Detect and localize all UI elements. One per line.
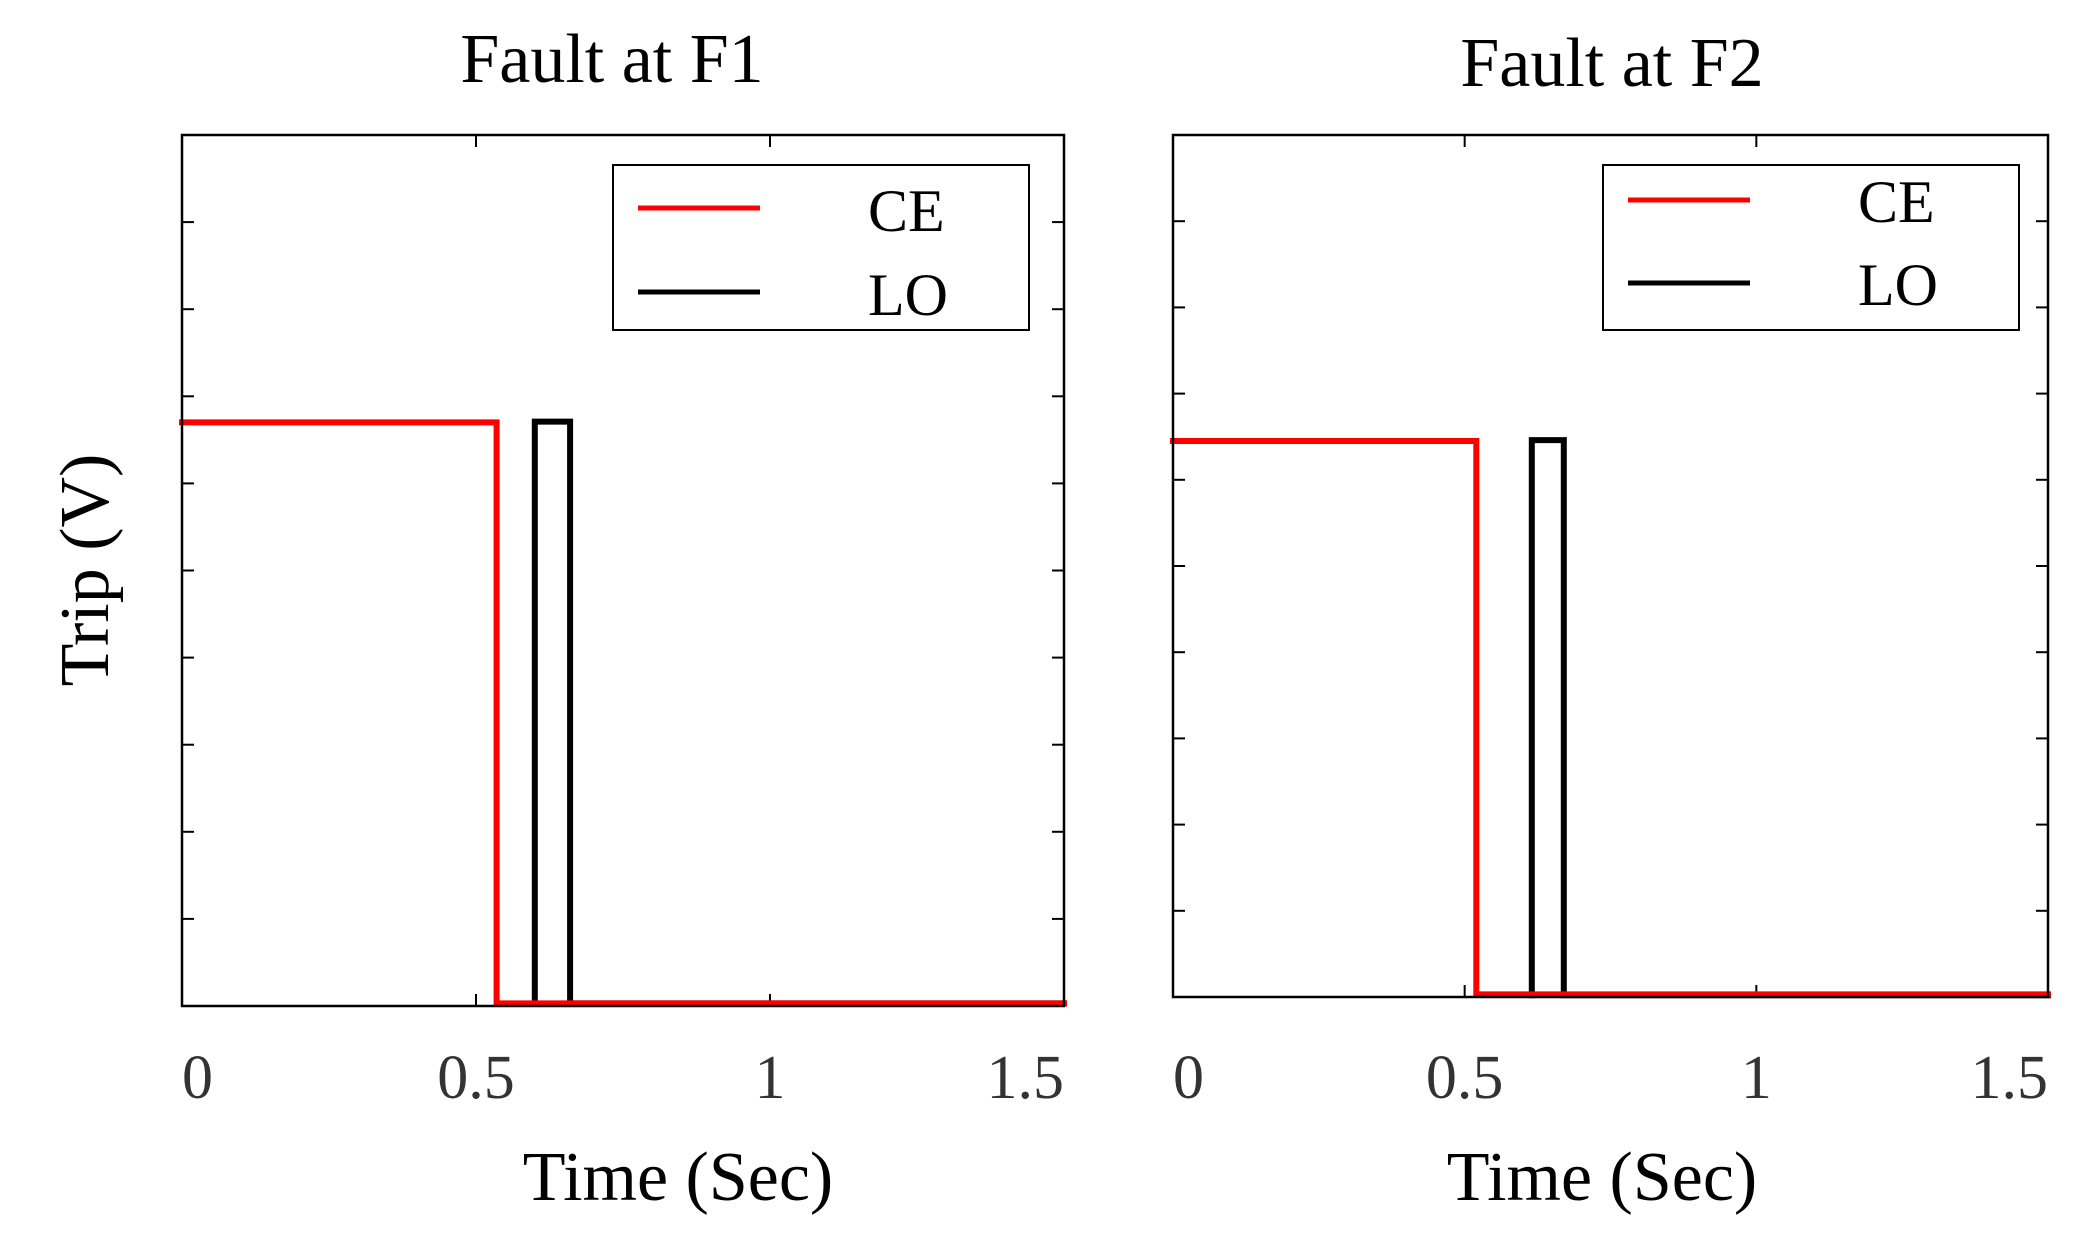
plot-frame [180,133,1066,1008]
chart-panel-fault-f1: Fault at F1 0 0.5 1 1.5 Time (Sec) Trip (V)… [47,21,1067,1216]
x-tick-label: 1 [1741,1044,1772,1112]
chart-panel-fault-f2: Fault at F2 0 0.5 1 1.5 Time (Sec) CE LO [1170,25,2051,1216]
series-line-ce [1170,438,2051,998]
legend-label-ce: CE [1858,169,1935,235]
x-tick-label: 1 [755,1044,786,1112]
series-group [1170,437,2051,999]
series-group [179,418,1067,1007]
x-tick-label: 0 [182,1044,213,1112]
x-axis-label: Time (Sec) [1447,1139,1757,1216]
chart-title: Fault at F1 [460,21,763,98]
y-axis-label: Trip (V) [47,454,124,687]
legend-label-lo: LO [868,262,948,328]
series-line-lo [531,418,1067,1007]
x-tick-label: 1.5 [1971,1044,2049,1112]
x-tick-label: 1.5 [987,1044,1065,1112]
x-tick-label: 0.5 [437,1044,515,1112]
x-tick-labels: 0 0.5 1 1.5 [1173,1044,2048,1112]
legend-label-lo: LO [1858,252,1938,318]
legend: CE LO [1602,164,2020,331]
plot-frame [1171,133,2050,999]
legend-box [612,164,1030,331]
chart-title: Fault at F2 [1460,25,1763,102]
x-tick-labels: 0 0.5 1 1.5 [182,1044,1064,1112]
series-line-lo [1528,437,2051,999]
x-tick-label: 0.5 [1426,1044,1504,1112]
x-tick-label: 0 [1173,1044,1204,1112]
legend-label-ce: CE [868,178,945,244]
series-line-ce [179,419,1067,1007]
legend-box [1602,164,2020,331]
legend: CE LO [612,164,1030,331]
x-axis-label: Time (Sec) [523,1139,833,1216]
